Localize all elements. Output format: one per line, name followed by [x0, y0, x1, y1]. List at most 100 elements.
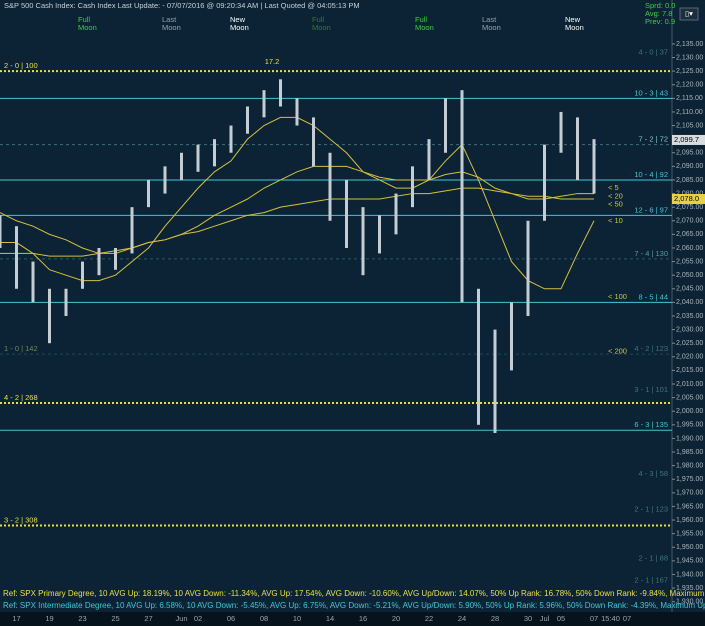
price-bar [460, 90, 464, 303]
y-tick-label: 1,985.00 [676, 449, 703, 456]
level-label: 1 - 0 | 142 [4, 344, 38, 353]
price-bar [48, 288, 51, 344]
x-tick-label: Jun [175, 614, 187, 623]
price-bar [477, 288, 480, 425]
stat-label: Avg: 7.8 [645, 9, 672, 18]
x-tick-label: 27 [144, 614, 152, 623]
price-bar [31, 261, 35, 303]
x-tick-label: 16 [359, 614, 367, 623]
price-bar [592, 139, 596, 194]
price-bar [180, 152, 183, 180]
stats-note: Ref: SPX Intermediate Degree, 10 AVG Up:… [3, 601, 705, 610]
price-bar [378, 215, 381, 254]
x-tick-label: 07 [590, 614, 598, 623]
y-tick-label: 2,005.00 [676, 394, 703, 401]
moon-label: New [565, 15, 581, 24]
y-tick-label: 1,970.00 [676, 490, 703, 497]
y-tick-label: 2,080.00 [676, 190, 703, 197]
x-tick-label: 02 [194, 614, 202, 623]
y-tick-label: 2,095.00 [676, 150, 703, 157]
level-label: 2 - 0 | 100 [4, 61, 38, 70]
y-tick-label: 2,085.00 [676, 177, 703, 184]
price-bar [411, 166, 414, 208]
level-label: 3 - 1 | 101 [634, 385, 668, 394]
price-bar [345, 179, 348, 248]
y-tick-label: 2,135.00 [676, 41, 703, 48]
stat-label: Sprd: 0.0 [645, 1, 675, 10]
price-tag [672, 194, 705, 205]
y-tick-label: 2,115.00 [676, 95, 703, 102]
price-bar [64, 288, 68, 316]
x-tick-label: 30 [524, 614, 532, 623]
y-tick-label: 1,995.00 [676, 422, 703, 429]
price-bar [361, 207, 365, 276]
x-tick-label: 22 [425, 614, 433, 623]
price-bar [295, 98, 299, 126]
price-bar [114, 247, 117, 270]
y-tick-label: 1,935.00 [676, 585, 703, 592]
level-label: 4 - 0 | 37 [639, 48, 668, 57]
level-label: 7 - 4 | 130 [634, 249, 668, 258]
y-tick-label: 2,025.00 [676, 340, 703, 347]
y-tick-label: 2,045.00 [676, 286, 703, 293]
y-tick-label: 2,130.00 [676, 54, 703, 61]
menu-button[interactable] [679, 7, 699, 21]
price-bar [543, 144, 546, 221]
x-tick-label: 20 [392, 614, 400, 623]
x-axis-band [0, 612, 705, 626]
level-label: 6 - 3 | 135 [634, 420, 668, 429]
y-tick-label: 2,015.00 [676, 367, 703, 374]
level-label: 4 - 2 | 123 [634, 344, 668, 353]
y-tick-label: 2,020.00 [676, 354, 703, 361]
moon-label: Moon [565, 23, 584, 32]
price-bar [262, 90, 266, 118]
price-bar [493, 329, 497, 433]
y-tick-label: 2,035.00 [676, 313, 703, 320]
moon-label: New [230, 15, 246, 24]
moon-label: Moon [230, 23, 249, 32]
y-tick-label: 2,075.00 [676, 204, 703, 211]
x-tick-label: 28 [491, 614, 499, 623]
level-label: 10 - 4 | 92 [634, 170, 668, 179]
level-label: 3 - 2 | 308 [4, 515, 38, 524]
x-tick-label: 07 [623, 614, 631, 623]
y-tick-label: 2,070.00 [676, 218, 703, 225]
y-tick-label: 2,110.00 [676, 109, 703, 116]
moon-label: Moon [312, 23, 331, 32]
y-tick-label: 1,990.00 [676, 435, 703, 442]
chart-title: S&P 500 Cash Index: Cash Index Last Upda… [4, 1, 360, 10]
x-tick-label: 05 [557, 614, 565, 623]
level-label: 7 - 2 | 72 [639, 135, 668, 144]
price-bar [576, 117, 579, 180]
y-tick-label: 1,955.00 [676, 530, 703, 537]
x-tick-label: 15:40 [601, 614, 620, 623]
y-tick-label: 2,040.00 [676, 299, 703, 306]
price-bar [312, 117, 315, 167]
x-tick-label: 08 [260, 614, 268, 623]
stat-label: Prev: 0.9 [645, 17, 675, 26]
y-tick-label: 1,980.00 [676, 462, 703, 469]
x-tick-label: 24 [458, 614, 466, 623]
y-tick-label: 1,945.00 [676, 558, 703, 565]
x-tick-label: 06 [227, 614, 235, 623]
moon-label: Full [78, 15, 90, 24]
price-bar [147, 179, 150, 208]
level-label: 4 - 2 | 268 [4, 393, 38, 402]
moon-label: Full [312, 15, 324, 24]
y-tick-label: 2,120.00 [676, 82, 703, 89]
y-tick-label: 2,000.00 [676, 408, 703, 415]
level-label: 2 - 1 | 88 [639, 554, 668, 563]
price-bar [444, 98, 447, 153]
x-tick-label: 25 [111, 614, 119, 623]
price-bar [0, 215, 2, 248]
x-tick-label: 19 [45, 614, 53, 623]
price-bar [510, 302, 513, 371]
level-label: 8 - 5 | 44 [639, 292, 668, 301]
price-bar [394, 193, 398, 235]
y-tick-label: 1,930.00 [676, 599, 703, 606]
level-label: 10 - 3 | 43 [634, 88, 668, 97]
y-tick-label: 2,055.00 [676, 258, 703, 265]
ma-label: < 200 [608, 346, 627, 355]
y-tick-label: 2,010.00 [676, 381, 703, 388]
